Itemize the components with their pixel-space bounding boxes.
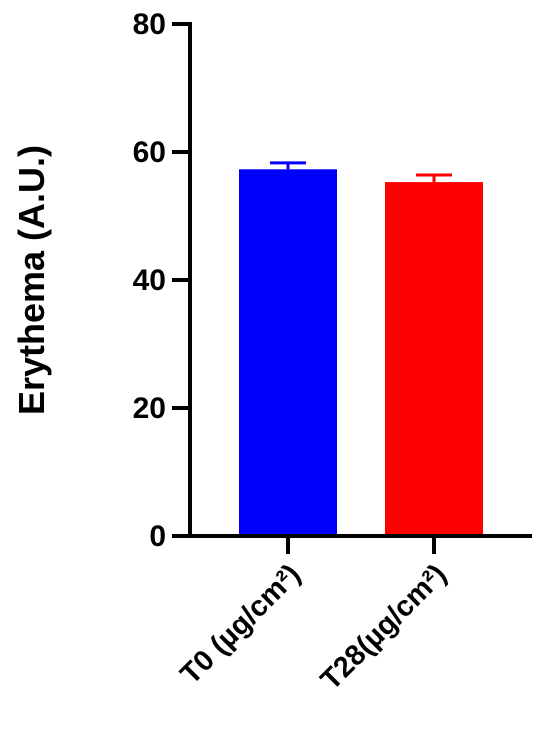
bars-layer bbox=[239, 169, 483, 536]
y-tick-label: 60 bbox=[133, 136, 166, 169]
y-tick-label: 20 bbox=[133, 392, 166, 425]
bar bbox=[239, 169, 337, 536]
x-ticks-layer: T0 (µg/cm²) T28(µg/cm²) bbox=[175, 536, 453, 696]
y-ticks-layer: 0 20 40 60 80 bbox=[133, 8, 190, 553]
y-tick-label: 80 bbox=[133, 8, 166, 41]
y-axis-title: Erythema (A.U.) bbox=[11, 145, 52, 415]
error-bars-layer bbox=[270, 161, 452, 183]
x-category-label: T28(µg/cm²) bbox=[315, 558, 453, 696]
y-tick-label: 40 bbox=[133, 264, 166, 297]
x-category-label: T0 (µg/cm²) bbox=[175, 558, 307, 690]
bar bbox=[385, 182, 483, 536]
y-tick-label: 0 bbox=[149, 520, 166, 553]
